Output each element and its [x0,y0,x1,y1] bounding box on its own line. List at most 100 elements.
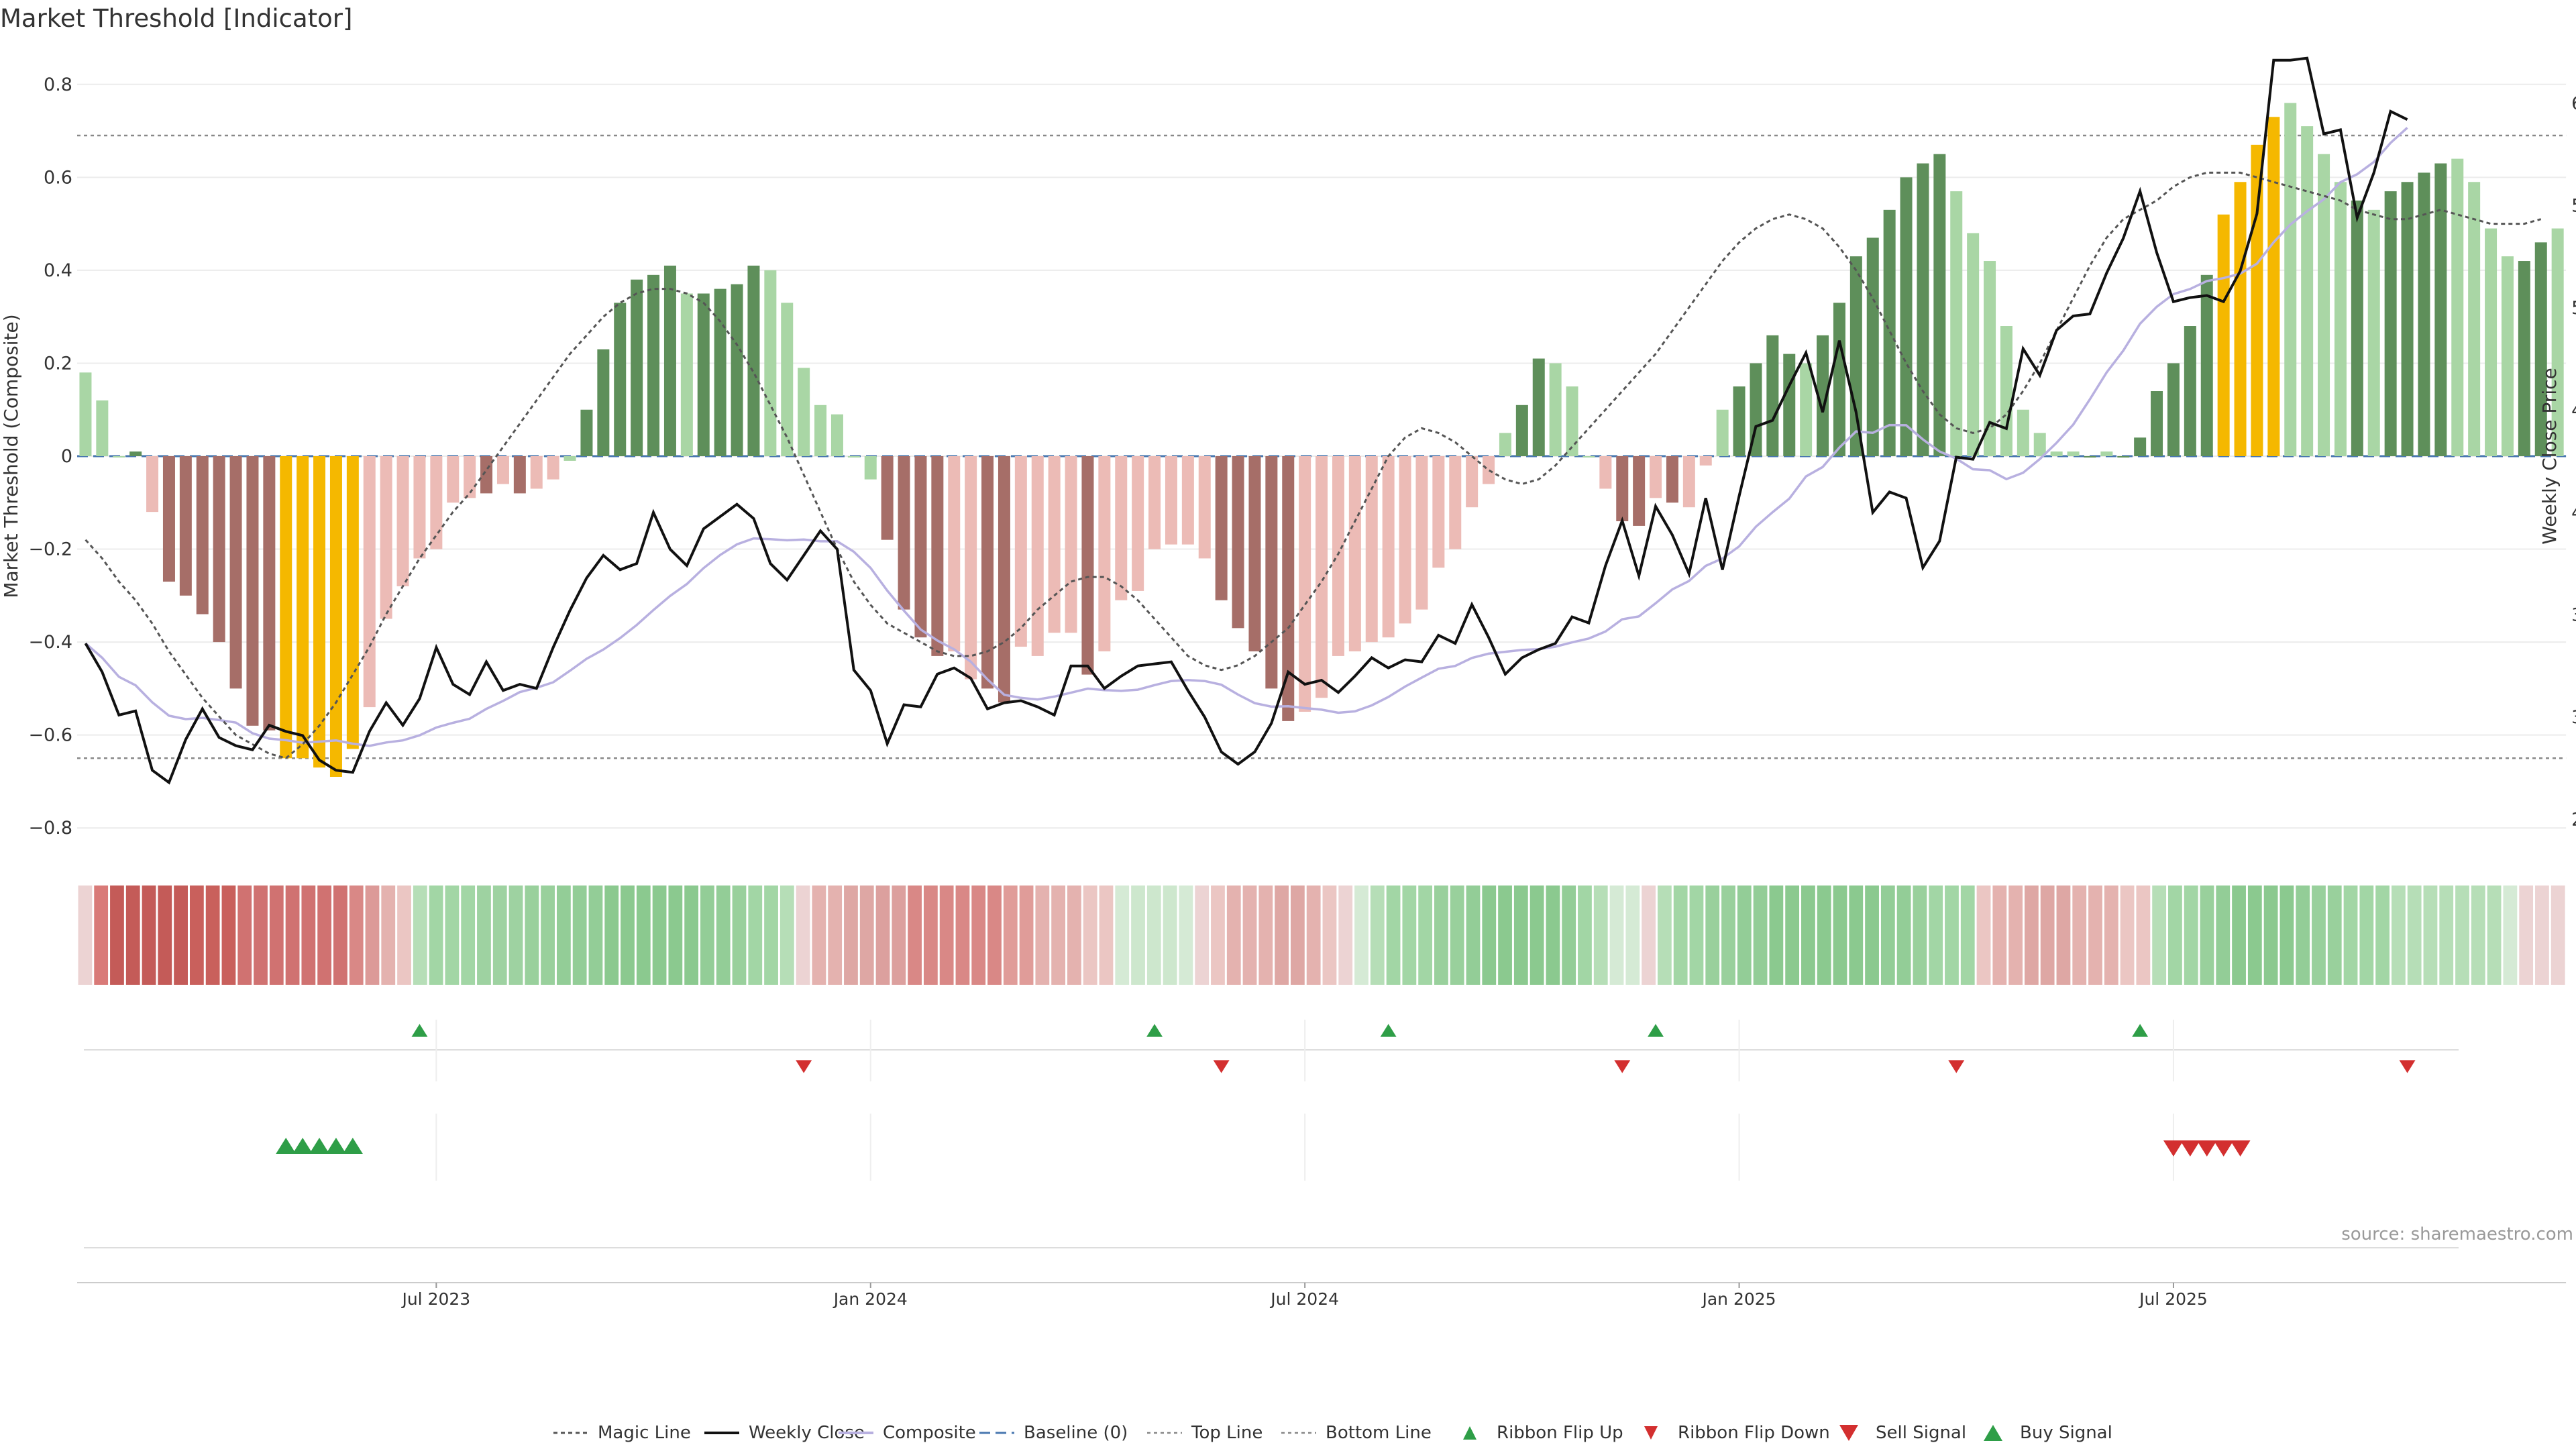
ribbon-segment [1211,885,1225,985]
ribbon-flip-down-marker [1948,1060,1965,1073]
composite-bar [2217,214,2230,456]
y-tick-label: 0.2 [44,353,72,374]
ribbon-segment [301,885,316,985]
ribbon-segment [541,885,555,985]
ribbon-segment [668,885,683,985]
composite-bar [2518,261,2530,456]
composite-bar [1566,386,1578,456]
composite-bar [297,456,309,759]
ribbon-segment [2216,885,2231,985]
composite-bar [2401,182,2414,456]
ribbon-segment [1275,885,1289,985]
ribbon-segment [2455,885,2469,985]
composite-bar [346,456,359,749]
ribbon-segment [237,885,252,985]
composite-bar [1048,456,1061,633]
composite-bar [196,456,209,614]
composite-bar [1399,456,1411,624]
y2-tick-label: 35.00 [2571,604,2576,625]
composite-bar [129,451,142,456]
ribbon-segment [1338,885,1353,985]
composite-bar [496,456,509,484]
legend-item: Magic Line [553,1423,691,1443]
composite-bar [480,456,493,494]
composite-bar [447,456,460,503]
legend-label: Top Line [1191,1423,1263,1443]
composite-bar [1432,456,1445,568]
ribbon-segment [2200,885,2214,985]
ribbon-segment [1913,885,1927,985]
ribbon-segment [1498,885,1512,985]
ribbon-segment [732,885,747,985]
y2-tick-label: 40.00 [2571,502,2576,523]
composite-bar [998,456,1010,703]
ribbon-segment [205,885,220,985]
ribbon-segment [1642,885,1656,985]
ribbon-segment [2359,885,2374,985]
composite-bar [1215,456,1228,600]
ribbon-segment [1242,885,1257,985]
ribbon-segment [1003,885,1018,985]
composite-bar [1081,456,1094,675]
x-tick-label: Jan 2025 [1701,1289,1776,1309]
ribbon-segment [1546,885,1560,985]
composite-bar [1031,456,1044,656]
y-tick-label: 0.6 [44,167,72,188]
composite-bar [731,284,743,456]
legend-item: Ribbon Flip Down [1644,1423,1830,1443]
ribbon-segment [477,885,491,985]
ribbon-segment [2088,885,2102,985]
composite-bar [2267,117,2280,457]
ribbon-segment [1929,885,1943,985]
composite-bar [1181,456,1194,545]
y2-tick-label: 30.00 [2571,707,2576,728]
composite-bar [1282,456,1295,721]
legend-label: Sell Signal [1876,1423,1966,1443]
buy-signal-marker [309,1138,330,1154]
ribbon-segment [700,885,714,985]
ribbon-segment [2519,885,2534,985]
ribbon-segment [94,885,109,985]
composite-bar [1248,456,1261,651]
y-tick-label: −0.6 [28,725,72,746]
ribbon-segment [1434,885,1448,985]
composite-bar [229,456,242,689]
ribbon-segment [413,885,427,985]
composite-bar [1466,456,1479,508]
ribbon-segment [987,885,1002,985]
ribbon-segment [636,885,651,985]
y2-tick-label: 55.00 [2571,195,2576,216]
composite-bar [898,456,910,610]
legend-label: Magic Line [598,1423,691,1443]
composite-bar [663,265,676,456]
composite-bar [697,293,710,456]
composite-bar [363,456,376,708]
composite-bar [1650,456,1662,498]
ribbon-segment [780,885,794,985]
ribbon-segment [78,885,93,985]
ribbon-segment [939,885,954,985]
composite-bar [881,456,894,540]
composite-bar [1950,191,1963,456]
ribbon-segment [174,885,188,985]
composite-line [85,127,2408,747]
ribbon-segment [2184,885,2198,985]
composite-bar [1165,456,1177,545]
composite-bar [1900,177,1913,456]
composite-bar [2134,437,2147,456]
ribbon-segment [461,885,476,985]
source-note: source: sharemaestro.com [2341,1224,2573,1244]
composite-bar [2318,154,2330,456]
composite-bar [914,456,927,638]
ribbon-segment [1673,885,1688,985]
composite-bar [263,456,276,731]
sell-signal-marker [2213,1140,2234,1157]
ribbon-segment [1609,885,1624,985]
ribbon-segment [1865,885,1879,985]
composite-bar [847,456,860,458]
ribbon-segment [1945,885,1959,985]
composite-bar [2167,363,2180,456]
ribbon-segment [445,885,460,985]
ribbon-segment [1721,885,1735,985]
